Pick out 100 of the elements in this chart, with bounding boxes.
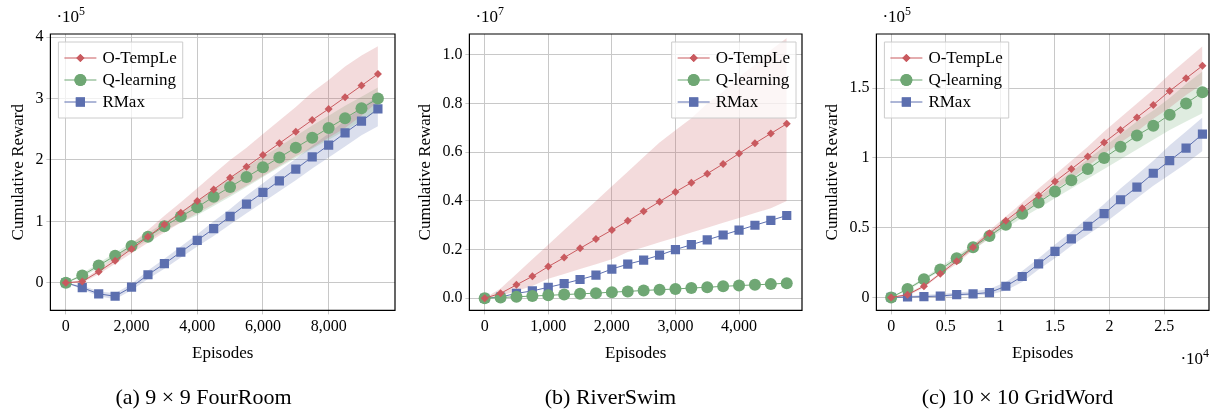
x-tick-label: 4,000 xyxy=(179,317,216,335)
point xyxy=(575,274,585,285)
x-axis-title: Episodes xyxy=(1012,343,1074,363)
point xyxy=(127,244,136,253)
x-tick-label: 1.5 xyxy=(1044,317,1065,335)
x-tick-label: 1,000 xyxy=(530,317,567,335)
x-tick-label: 0.5 xyxy=(935,317,956,335)
y-tick-label: 3 xyxy=(35,88,44,106)
point xyxy=(733,279,746,292)
point xyxy=(702,235,712,245)
point xyxy=(510,290,523,303)
y-axis-title: Cumulative Reward xyxy=(821,103,841,241)
point xyxy=(224,180,237,193)
y-axis-title: Cumulative Reward xyxy=(7,103,27,241)
point xyxy=(207,190,220,203)
point xyxy=(639,255,649,265)
point xyxy=(160,220,169,229)
point xyxy=(1197,129,1208,139)
point xyxy=(558,288,571,301)
point xyxy=(1098,151,1111,164)
point xyxy=(687,178,696,187)
x-axis-title: Episodes xyxy=(605,343,667,363)
point xyxy=(669,282,682,295)
point xyxy=(718,230,728,240)
y-tick-label: 4 xyxy=(35,27,44,45)
point xyxy=(935,291,945,301)
point xyxy=(559,279,569,289)
point xyxy=(1065,174,1078,187)
point xyxy=(240,171,253,184)
point xyxy=(371,92,384,105)
legend-label: O-TempLe xyxy=(928,48,1003,68)
point xyxy=(356,116,367,126)
point xyxy=(1198,61,1207,70)
point xyxy=(919,291,929,302)
y-tick-label: 1 xyxy=(35,211,44,229)
point xyxy=(256,161,269,174)
point xyxy=(621,285,634,298)
point xyxy=(654,250,665,260)
point xyxy=(241,199,252,209)
point xyxy=(637,284,650,297)
point xyxy=(78,277,87,286)
point xyxy=(936,269,945,278)
point xyxy=(94,267,103,276)
point xyxy=(209,224,219,234)
point xyxy=(1132,182,1142,192)
x-tick-label: 2,000 xyxy=(113,317,150,335)
legend-label: RMax xyxy=(715,92,759,112)
x-tick-label: 2,000 xyxy=(593,317,630,335)
x-tick-label: 1 xyxy=(996,317,1005,335)
point xyxy=(1100,138,1109,147)
point xyxy=(589,287,602,300)
point xyxy=(750,139,759,148)
point xyxy=(291,164,301,174)
x-axis-title: Episodes xyxy=(192,343,254,363)
y-tick-label: 0.8 xyxy=(442,93,463,111)
point xyxy=(258,187,268,198)
point xyxy=(560,253,569,262)
point xyxy=(1132,113,1141,122)
point xyxy=(1050,177,1059,186)
point xyxy=(1114,140,1127,153)
legend-label: Q-learning xyxy=(102,70,177,90)
point xyxy=(764,278,777,291)
point xyxy=(623,216,632,225)
point xyxy=(1163,108,1176,121)
legend-label: Q-learning xyxy=(715,70,790,90)
point xyxy=(1001,216,1010,225)
y-tick-label: 1 xyxy=(861,148,870,166)
point xyxy=(274,176,284,186)
point xyxy=(1196,86,1209,99)
y-tick-label: 1.5 xyxy=(849,78,870,96)
point xyxy=(1180,97,1193,110)
point xyxy=(750,220,760,230)
point xyxy=(242,162,251,171)
legend-label: Q-learning xyxy=(928,70,1003,90)
point xyxy=(308,115,317,124)
point xyxy=(735,149,744,158)
point xyxy=(686,240,696,250)
point xyxy=(591,235,600,244)
point xyxy=(373,69,382,78)
point xyxy=(111,256,120,265)
point xyxy=(544,262,553,271)
point xyxy=(542,289,555,302)
point xyxy=(1099,209,1109,219)
point xyxy=(782,210,792,221)
point xyxy=(1067,165,1076,174)
point xyxy=(701,281,714,294)
point xyxy=(275,139,284,148)
legend-label: O-TempLe xyxy=(715,48,791,68)
x-tick-label: 2.5 xyxy=(1154,317,1175,335)
y-tick-label: 1.0 xyxy=(442,45,463,63)
point xyxy=(339,112,352,125)
point xyxy=(1081,163,1094,176)
x-tick-label: 2 xyxy=(1105,317,1114,335)
point xyxy=(307,152,317,162)
point xyxy=(373,104,383,114)
point xyxy=(258,151,267,159)
point xyxy=(1181,143,1191,153)
point xyxy=(291,127,300,136)
y-tick-label: 0.5 xyxy=(849,217,870,235)
point xyxy=(766,215,776,225)
